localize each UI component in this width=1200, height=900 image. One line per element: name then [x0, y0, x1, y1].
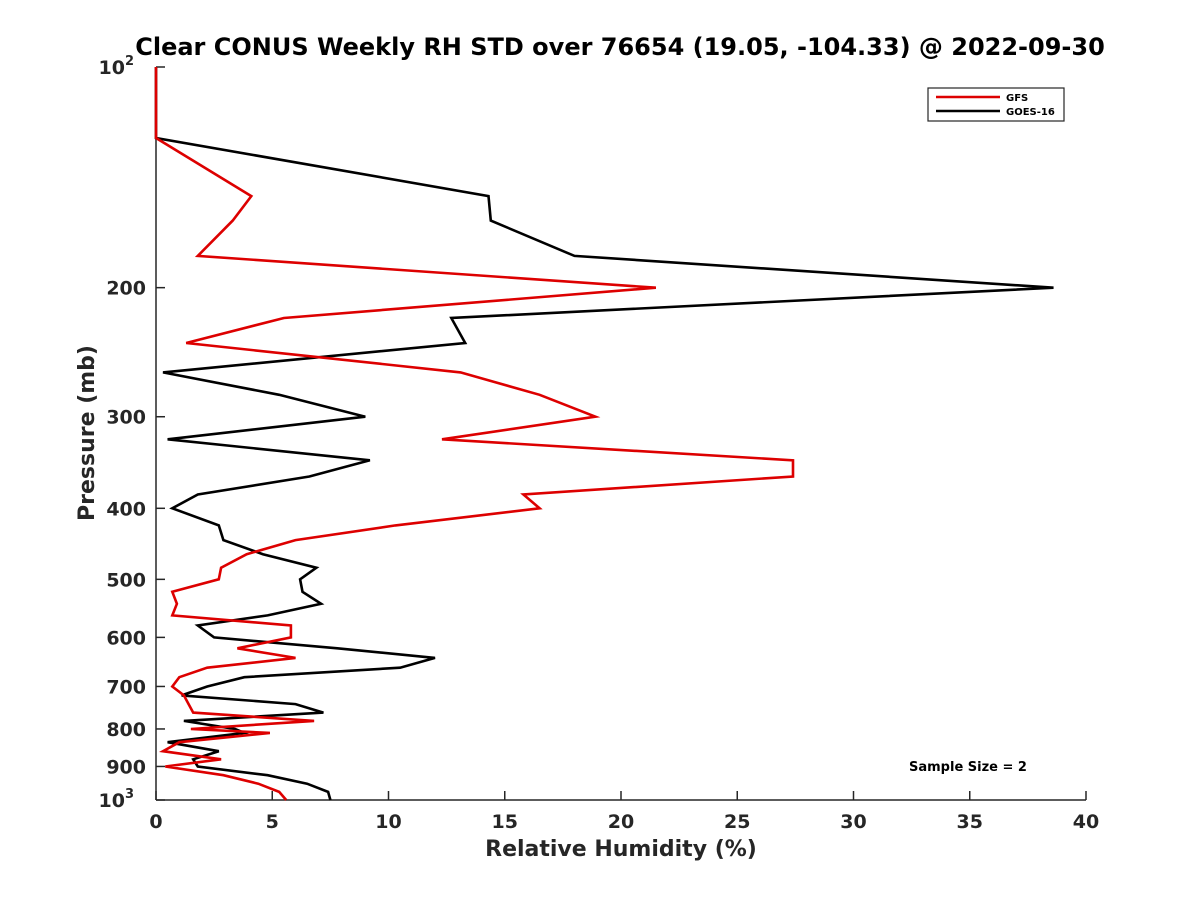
legend-label-goes16: GOES-16 [1006, 107, 1055, 118]
x-tick-label: 30 [840, 811, 866, 833]
y-tick-label: 103 [99, 787, 135, 812]
y-tick-label: 300 [106, 407, 146, 429]
x-tick-label: 35 [957, 811, 983, 833]
y-tick-exponent: 2 [125, 54, 134, 69]
series-line-goes16 [154, 67, 1054, 801]
series-layer [154, 67, 1054, 801]
y-tick-label: 700 [106, 676, 146, 698]
x-tick-label: 20 [608, 811, 634, 833]
y-tick-label: 400 [106, 498, 146, 520]
legend-label-gfs: GFS [1006, 93, 1028, 104]
y-tick-base: 10 [99, 790, 125, 812]
y-tick-label: 102 [99, 54, 135, 79]
x-tick-label: 0 [149, 811, 162, 833]
chart-title: Clear CONUS Weekly RH STD over 76654 (19… [135, 33, 1105, 61]
plot-area [155, 67, 1086, 801]
y-tick-label: 200 [106, 278, 146, 300]
x-tick-label: 25 [724, 811, 750, 833]
sample-size-annotation: Sample Size = 2 [909, 760, 1027, 775]
legend-box [927, 87, 1065, 122]
y-tick-exponent: 3 [125, 787, 134, 802]
x-tick-label: 40 [1073, 811, 1099, 833]
x-tick-label: 5 [266, 811, 279, 833]
y-tick-base: 10 [99, 57, 125, 79]
series-line-gfs [154, 67, 795, 801]
legend: GFS GOES-16 [927, 87, 1065, 122]
y-tick-label: 500 [106, 569, 146, 591]
x-tick-label: 15 [492, 811, 518, 833]
x-tick-label: 10 [375, 811, 401, 833]
y-tick-label: 800 [106, 719, 146, 741]
x-axis-ticks: 0 5 10 15 20 25 30 35 40 [149, 791, 1099, 833]
y-axis-label: Pressure (mb) [75, 345, 100, 521]
y-tick-label: 600 [106, 627, 146, 649]
y-tick-label: 900 [106, 756, 146, 778]
x-axis-label: Relative Humidity (%) [485, 837, 757, 862]
